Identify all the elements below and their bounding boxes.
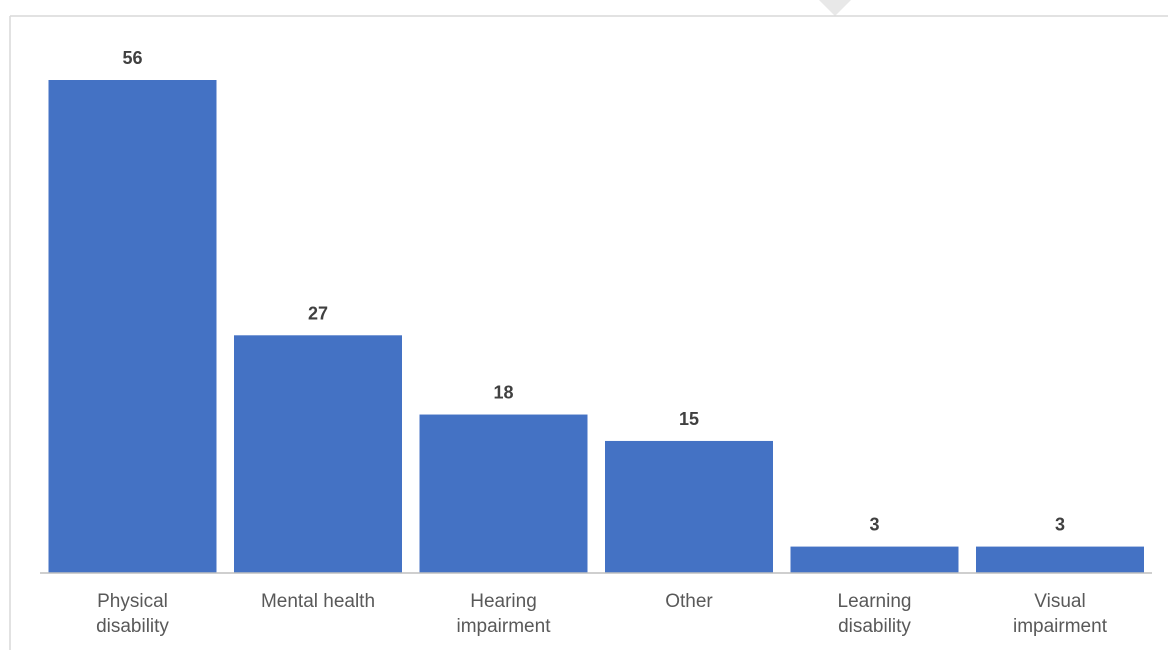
data-label-2: 18 — [493, 383, 513, 403]
bar-2 — [419, 414, 588, 573]
category-label-4-line-0: Learning — [838, 591, 912, 612]
category-label-5-line-1: impairment — [1013, 616, 1108, 637]
category-label-0-line-0: Physical — [97, 591, 168, 612]
category-label-2-line-1: impairment — [457, 616, 552, 637]
data-label-3: 15 — [679, 409, 699, 429]
category-label-1-line-0: Mental health — [261, 591, 375, 612]
category-label-3-line-0: Other — [665, 591, 713, 612]
category-label-5-line-0: Visual — [1034, 591, 1085, 612]
bar-4 — [790, 546, 959, 573]
data-label-4: 3 — [869, 515, 879, 535]
data-label-1: 27 — [308, 303, 328, 323]
plot-area: 56 Physical disability 27 Mental health 18 Hea… — [48, 48, 1144, 637]
category-label-2-line-0: Hearing — [470, 591, 537, 612]
bar-1 — [234, 335, 402, 573]
category-label-0-line-1: disability — [96, 616, 169, 637]
data-label-0: 56 — [122, 48, 142, 68]
bar-3 — [605, 440, 773, 573]
bar-5 — [976, 546, 1144, 573]
category-label-4-line-1: disability — [838, 616, 911, 637]
bar-0 — [48, 80, 217, 573]
data-label-5: 3 — [1055, 515, 1065, 535]
corner-decoration — [819, 0, 851, 16]
